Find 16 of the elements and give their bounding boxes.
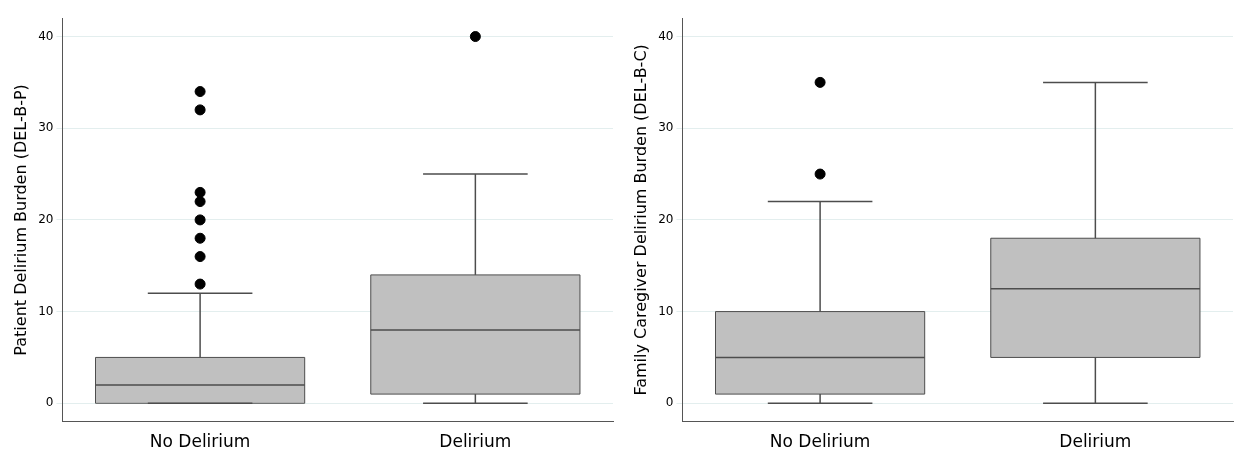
y-tick-label: 30: [38, 120, 54, 135]
x-tick-label: Delirium: [1059, 431, 1132, 452]
y-tick-label: 10: [38, 303, 54, 318]
x-tick-label: No Delirium: [769, 431, 871, 452]
y-tick-label: 20: [658, 212, 674, 227]
x-tick-label: Delirium: [439, 431, 512, 452]
y-tick-label: 10: [658, 303, 674, 318]
y-tick-label: 40: [658, 28, 674, 43]
y-tick-label: 0: [45, 395, 54, 410]
y-tick-label: 0: [665, 395, 674, 410]
x-tick-label: No Delirium: [149, 431, 251, 452]
y-axis-title: Patient Delirium Burden (DEL-B-P): [10, 84, 30, 356]
y-tick-label: 30: [658, 120, 674, 135]
y-tick-label: 40: [38, 28, 54, 43]
y-axis-title: Family Caregiver Delirium Burden (DEL-B-C): [630, 44, 650, 396]
y-tick-label: 20: [38, 212, 54, 227]
